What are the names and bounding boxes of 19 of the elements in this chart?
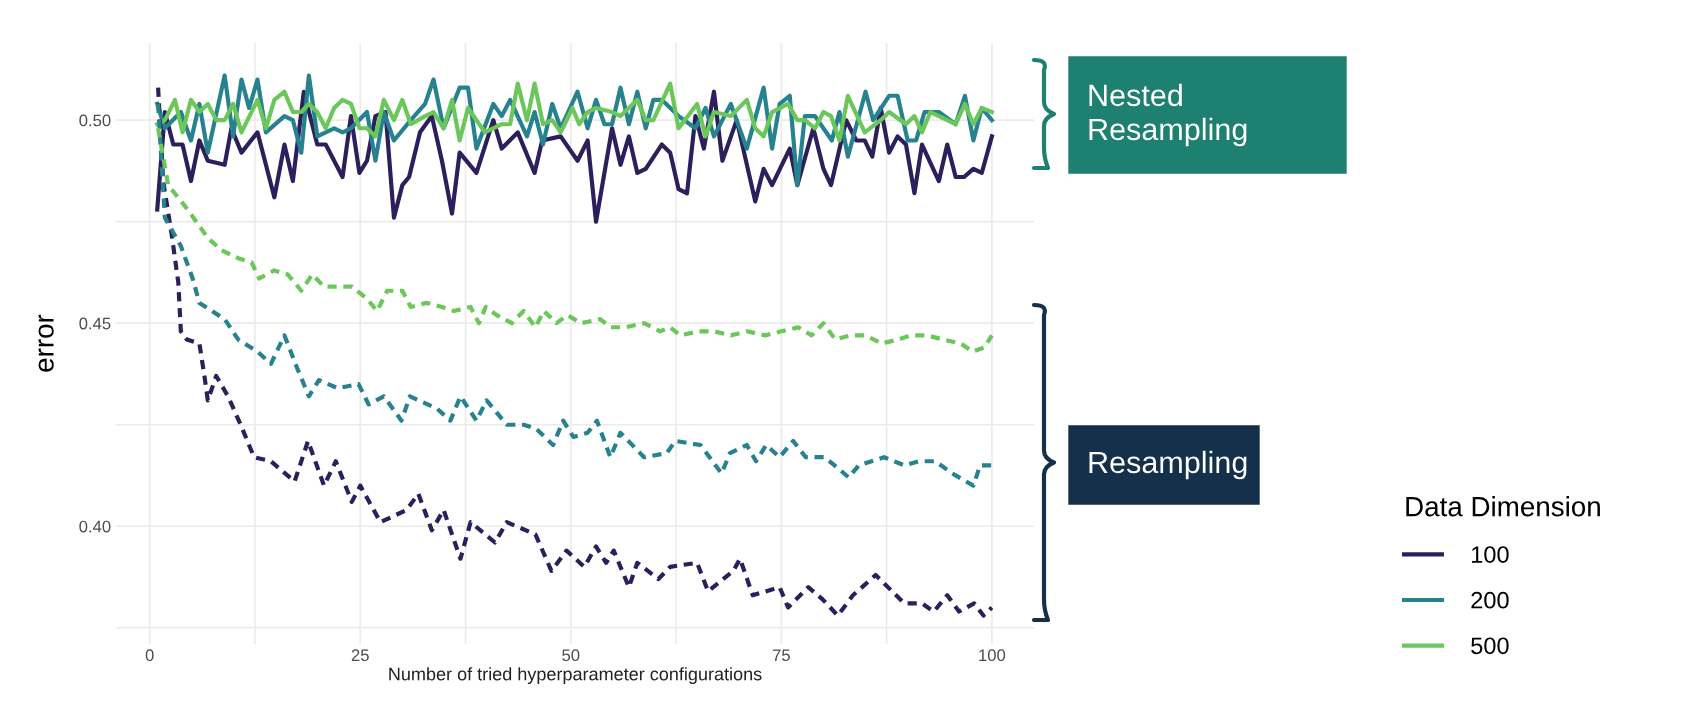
x-axis-title: Number of tried hyperparameter configurations bbox=[389, 667, 762, 685]
y-axis-title: error bbox=[38, 314, 54, 372]
x-tick-label: 50 bbox=[562, 649, 580, 662]
x-tick-label: 75 bbox=[772, 649, 790, 662]
y-tick-label: 0.45 bbox=[79, 317, 111, 330]
legend-label: 500 bbox=[1471, 637, 1509, 655]
y-tick-label: 0.50 bbox=[79, 114, 111, 127]
legend-title: Data Dimension bbox=[1406, 496, 1600, 517]
text: Nested Resampling bbox=[1089, 83, 1247, 147]
x-tick-label: 100 bbox=[979, 649, 1006, 662]
legend-label: 200 bbox=[1471, 591, 1509, 609]
x-tick-label: 0 bbox=[145, 649, 154, 662]
line-series bbox=[156, 85, 994, 618]
line-series bbox=[155, 81, 994, 143]
text: Resampling bbox=[1089, 450, 1247, 480]
x-tick-label: 25 bbox=[351, 649, 369, 662]
y-tick-label: 0.40 bbox=[79, 520, 111, 533]
legend-label: 100 bbox=[1472, 546, 1509, 563]
line-series bbox=[156, 126, 994, 354]
